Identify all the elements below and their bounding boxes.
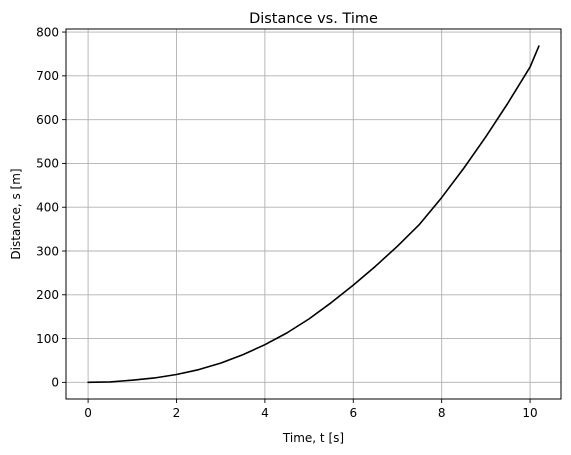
x-tick-label: 6 [349,406,357,420]
x-tick-label: 10 [522,406,537,420]
series-layer [87,45,540,384]
x-tick-label: 0 [84,406,92,420]
y-tick-label: 500 [36,157,59,171]
y-tick-label: 700 [36,69,59,83]
y-tick-label: 100 [36,332,59,346]
x-tick-label: 8 [438,406,446,420]
y-tick-label: 200 [36,288,59,302]
plot-frame [65,28,562,400]
y-tick-label: 300 [36,244,59,258]
x-axis-label: Time, t [s] [282,431,344,445]
chart-title: Distance vs. Time [249,11,378,27]
y-tick-label: 800 [36,25,59,39]
y-axis-label: Distance, s [m] [9,168,23,259]
distance-curve [87,45,540,384]
x-tick-label: 2 [173,406,181,420]
x-tick-label: 4 [261,406,269,420]
y-tick-label: 0 [51,376,59,390]
grid [66,29,561,399]
y-tick-label: 600 [36,113,59,127]
y-tick-label: 400 [36,201,59,215]
